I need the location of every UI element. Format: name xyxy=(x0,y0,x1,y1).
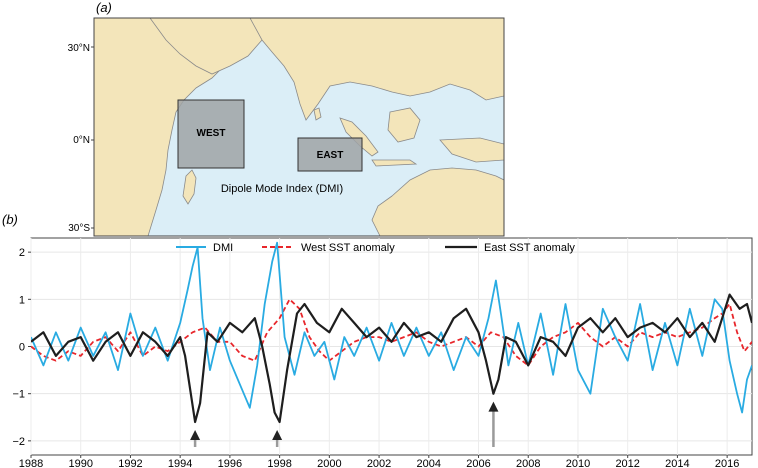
panel-a-label: (a) xyxy=(96,0,112,15)
x-tick-label: 1992 xyxy=(118,458,142,468)
x-tick-label: 2006 xyxy=(466,458,490,468)
x-tick-label: 2014 xyxy=(665,458,689,468)
madagascar-land xyxy=(182,169,197,205)
lat-label-30n: 30°N xyxy=(68,43,90,54)
x-tick-label: 2008 xyxy=(516,458,540,468)
australia-land xyxy=(371,167,504,236)
grid xyxy=(30,238,752,455)
x-tick-label: 2012 xyxy=(615,458,639,468)
x-tick-label: 2004 xyxy=(417,458,441,468)
sumatra-land xyxy=(339,117,379,157)
x-tick-label: 1990 xyxy=(68,458,92,468)
east-region-label: EAST xyxy=(317,150,344,161)
x-axis: 1988 1990 1992 1994 1996 1998 2000 2002 2004 2006… xyxy=(19,455,739,468)
series-line-east-sst-anomaly xyxy=(31,293,752,424)
y-tick-label: −1 xyxy=(12,389,25,401)
chart: 2 1 0 −1 −2 1988 1990 1992 1994 1996 1998 2000 2002… xyxy=(12,237,753,468)
y-axis: 2 1 0 −1 −2 xyxy=(12,247,31,448)
event-arrow-head xyxy=(272,429,283,440)
legend-label-dmi: DMI xyxy=(213,242,233,254)
y-tick-label: 0 xyxy=(19,342,25,354)
java-land xyxy=(371,159,418,167)
asia-land xyxy=(249,18,504,121)
map-caption: Dipole Mode Index (DMI) xyxy=(221,183,343,195)
x-tick-label: 1988 xyxy=(19,458,43,468)
x-tick-label: 1996 xyxy=(218,458,242,468)
x-tick-label: 1998 xyxy=(267,458,291,468)
x-tick-label: 1994 xyxy=(168,458,192,468)
series-layer xyxy=(31,241,752,424)
annotation-layer xyxy=(190,401,499,447)
map: 30°N 0°N 30°S WEST EAST Dipole Mode Inde… xyxy=(68,17,505,237)
panel-b-label: (b) xyxy=(2,212,18,227)
map-land xyxy=(94,18,504,236)
x-tick-label: 2002 xyxy=(367,458,391,468)
y-tick-label: 2 xyxy=(19,247,25,259)
legend: DMI West SST anomaly East SST anomaly xyxy=(176,242,575,254)
west-region-label: WEST xyxy=(197,128,226,139)
srilanka-land xyxy=(313,107,322,121)
event-arrow-head xyxy=(190,429,201,440)
event-arrow-head xyxy=(488,401,499,412)
borneo-land xyxy=(387,107,421,143)
y-tick-label: −2 xyxy=(12,436,25,448)
lat-label-0n: 0°N xyxy=(73,135,90,146)
legend-label-west: West SST anomaly xyxy=(301,242,395,254)
x-tick-label: 2010 xyxy=(566,458,590,468)
series-line-west-sst-anomaly xyxy=(31,298,752,367)
map-frame xyxy=(93,17,505,237)
newguinea-land xyxy=(439,137,504,163)
x-tick-label: 2000 xyxy=(317,458,341,468)
legend-label-east: East SST anomaly xyxy=(484,242,575,254)
west-region-box xyxy=(177,99,245,169)
y-tick-label: 1 xyxy=(19,294,25,306)
x-tick-label: 2016 xyxy=(715,458,739,468)
lat-label-30s: 30°S xyxy=(68,223,90,234)
east-region-box xyxy=(297,137,363,172)
